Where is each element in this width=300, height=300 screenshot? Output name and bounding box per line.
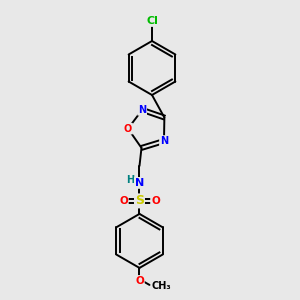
- Text: Cl: Cl: [146, 16, 158, 26]
- Text: CH₃: CH₃: [152, 281, 171, 291]
- Text: O: O: [119, 196, 128, 206]
- Text: O: O: [124, 124, 132, 134]
- Text: O: O: [135, 276, 144, 286]
- Text: N: N: [135, 178, 144, 188]
- Text: H: H: [126, 175, 135, 185]
- Text: O: O: [151, 196, 160, 206]
- Text: N: N: [160, 136, 168, 146]
- Text: S: S: [135, 194, 144, 207]
- Text: N: N: [138, 105, 146, 115]
